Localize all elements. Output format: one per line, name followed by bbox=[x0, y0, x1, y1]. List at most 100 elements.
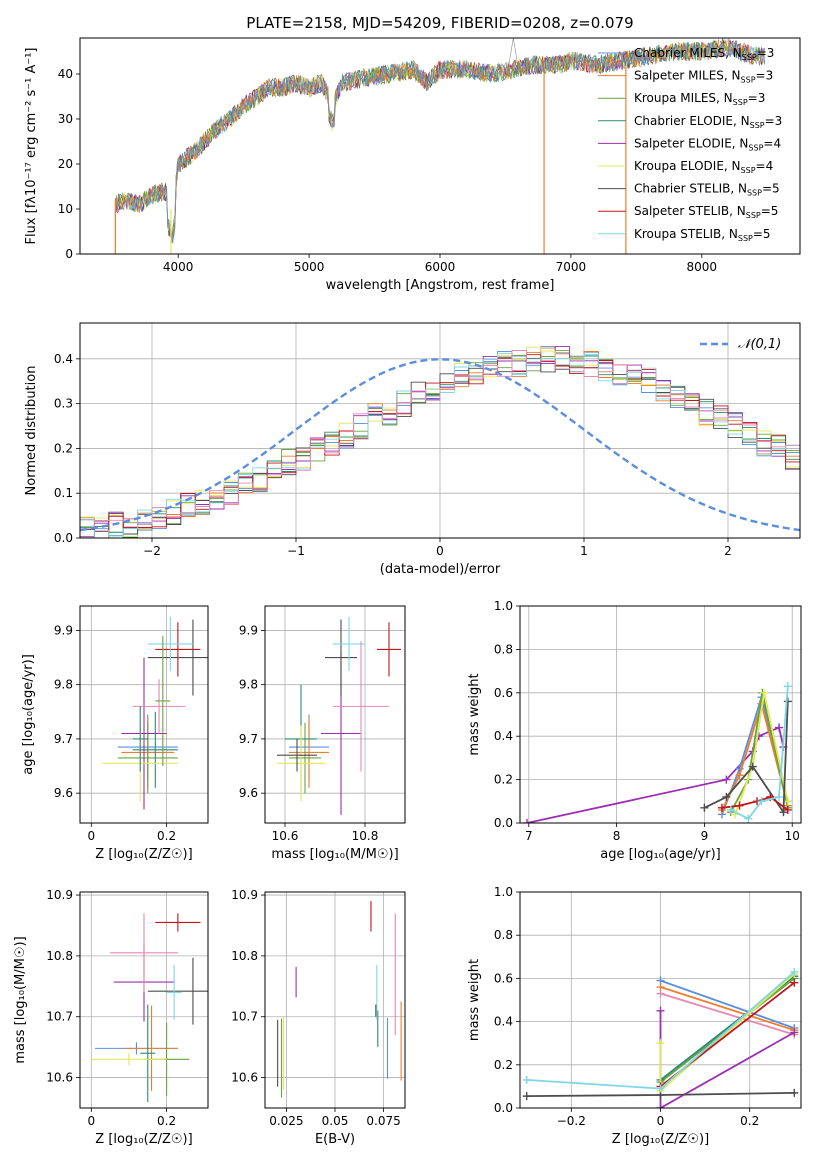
y-tick-label: 9.7 bbox=[54, 732, 73, 746]
weight-marker bbox=[656, 1084, 665, 1093]
histogram-series bbox=[80, 350, 800, 538]
panel-4: 10.6 10.8 9.6 9.7 9.8 9.9 mass [log₁₀(M/M☉)] bbox=[239, 605, 406, 862]
y-tick-label: 9.7 bbox=[239, 732, 258, 746]
histograms bbox=[80, 346, 800, 538]
histogram-series bbox=[80, 360, 800, 538]
y-tick-label: 0.8 bbox=[494, 928, 513, 942]
weight-marker bbox=[760, 688, 769, 697]
x-axis-label: mass [log₁₀(M/M☉)] bbox=[271, 847, 398, 862]
legend-label: Kroupa STELIB, NSSP=5 bbox=[634, 227, 771, 243]
weight-marker bbox=[656, 989, 665, 998]
y-tick-label: 0.0 bbox=[54, 531, 73, 545]
weight-line bbox=[660, 986, 795, 1032]
legend-label: Kroupa ELODIE, NSSP=4 bbox=[634, 159, 773, 175]
legend: Chabrier MILES, NSSP=3 Salpeter MILES, NS… bbox=[598, 46, 782, 243]
x-tick-label: 7000 bbox=[556, 260, 587, 274]
x-axis-label: E(B-V) bbox=[315, 1132, 355, 1147]
axes-frame bbox=[264, 891, 406, 1109]
x-axis-label: (data-model)/error bbox=[380, 562, 501, 577]
x-tick-label: 0 bbox=[87, 829, 95, 843]
axes-frame bbox=[519, 605, 802, 824]
y-tick-label: 9.9 bbox=[54, 623, 73, 637]
y-axis-label: mass [log₁₀(M/M☉)] bbox=[13, 936, 28, 1063]
y-tick-label: 10.9 bbox=[231, 888, 258, 902]
y-axis-label: Normed distribution bbox=[24, 366, 39, 496]
y-axis-label: age [log₁₀(age/yr)] bbox=[21, 654, 36, 775]
x-tick-label: 10.6 bbox=[272, 829, 299, 843]
weight-marker bbox=[717, 803, 726, 812]
panel-5: 7 8 9 10 0.0 0.2 0.4 0.6 0.8 1.0 age [log₁₀(age/yr… bbox=[467, 599, 802, 862]
y-tick-label: 0.3 bbox=[54, 397, 73, 411]
weight-marker bbox=[757, 797, 766, 806]
y-tick-label: 0.2 bbox=[494, 773, 513, 787]
histogram-series bbox=[80, 355, 800, 538]
weight-marker bbox=[656, 1006, 665, 1015]
x-tick-label: 0.025 bbox=[269, 1114, 303, 1128]
panel-2: −2 −1 0 1 2 0.0 0.1 0.2 0.3 0.4 (data-model)/error… bbox=[24, 322, 801, 577]
histogram-series bbox=[80, 353, 800, 538]
y-tick-label: 0.4 bbox=[494, 1015, 513, 1029]
weight-marker bbox=[783, 697, 792, 706]
legend-label: Salpeter MILES, NSSP=3 bbox=[634, 69, 773, 85]
axes-frame bbox=[79, 605, 209, 824]
x-tick-label: 8 bbox=[613, 829, 621, 843]
y-tick-label: 1.0 bbox=[494, 885, 513, 899]
legend-label: Salpeter STELIB, NSSP=5 bbox=[634, 204, 778, 220]
spectrum-series bbox=[115, 39, 765, 254]
panel-8: −0.2 0 0.2 0.0 0.2 0.4 0.6 0.8 1.0 Z [log₁₀(Z/Z☉)… bbox=[467, 885, 802, 1147]
y-tick-label: 9.8 bbox=[54, 678, 73, 692]
y-tick-label: 0.6 bbox=[494, 686, 513, 700]
y-axis-label: mass weight bbox=[467, 959, 482, 1041]
y-tick-label: 9.6 bbox=[239, 786, 258, 800]
y-tick-label: 9.9 bbox=[239, 623, 258, 637]
weight-line bbox=[660, 979, 795, 1029]
axes-frame bbox=[79, 322, 801, 539]
chart-title: PLATE=2158, MJD=54209, FIBERID=0208, z=0… bbox=[246, 14, 633, 32]
y-tick-label: 0.0 bbox=[494, 1101, 513, 1115]
normal-curve bbox=[80, 358, 800, 532]
axes-frame bbox=[264, 605, 406, 824]
x-tick-label: 0 bbox=[657, 1114, 665, 1128]
weight-marker bbox=[726, 805, 735, 814]
legend-label: Chabrier MILES, NSSP=3 bbox=[634, 46, 774, 62]
x-tick-label: 0 bbox=[436, 544, 444, 558]
y-tick-label: 10.8 bbox=[231, 949, 258, 963]
x-tick-label: 0 bbox=[87, 1114, 95, 1128]
weight-marker bbox=[783, 682, 792, 691]
y-tick-label: 9.6 bbox=[54, 786, 73, 800]
error-bars bbox=[277, 901, 402, 1098]
y-tick-label: 0.8 bbox=[494, 642, 513, 656]
x-tick-label: 2 bbox=[724, 544, 732, 558]
weight-marker bbox=[656, 1039, 665, 1048]
weight-marker bbox=[783, 805, 792, 814]
weight-marker bbox=[522, 1075, 531, 1084]
error-bars bbox=[91, 913, 208, 1102]
y-tick-label: 10.7 bbox=[231, 1010, 258, 1024]
y-axis-label: Flux [fλ10⁻¹⁷ erg cm⁻² s⁻¹ A⁻¹] bbox=[24, 48, 39, 245]
x-tick-label: 10.8 bbox=[352, 829, 379, 843]
x-tick-label: 9 bbox=[701, 829, 709, 843]
legend-label: Chabrier STELIB, NSSP=5 bbox=[634, 182, 780, 198]
weight-marker bbox=[523, 819, 532, 823]
x-tick-label: 1 bbox=[580, 544, 588, 558]
axes-frame bbox=[79, 37, 801, 255]
weight-marker bbox=[522, 1092, 531, 1101]
x-tick-label: 10 bbox=[785, 829, 800, 843]
weight-marker bbox=[722, 775, 731, 784]
y-tick-label: 10.9 bbox=[46, 888, 73, 902]
legend-label: Kroupa MILES, NSSP=3 bbox=[634, 91, 765, 107]
weight-marker bbox=[790, 1088, 799, 1097]
x-tick-label: 0.05 bbox=[322, 1114, 349, 1128]
x-axis-label: wavelength [Angstrom, rest frame] bbox=[326, 278, 555, 293]
x-tick-label: 0.075 bbox=[366, 1114, 400, 1128]
histogram-series bbox=[80, 346, 800, 538]
panel-6: 0 0.2 10.6 10.7 10.8 10.9 Z [log₁₀(Z/Z☉)] mass … bbox=[13, 888, 209, 1147]
y-tick-label: 30 bbox=[58, 112, 73, 126]
axes-frame bbox=[79, 891, 209, 1109]
spectrum-lines bbox=[114, 38, 765, 254]
histogram-series bbox=[80, 346, 800, 538]
weight-marker bbox=[748, 762, 757, 771]
x-tick-label: −2 bbox=[143, 544, 161, 558]
legend-label: Chabrier ELODIE, NSSP=3 bbox=[634, 114, 782, 130]
